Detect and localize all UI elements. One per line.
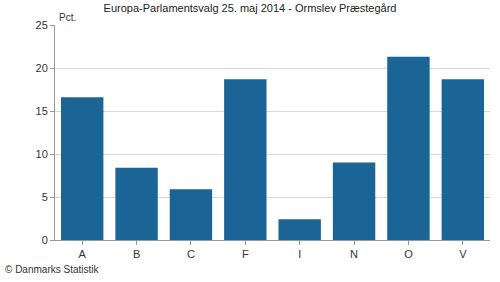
svg-text:5: 5	[42, 191, 48, 203]
svg-text:I: I	[298, 248, 301, 260]
svg-text:15: 15	[36, 105, 48, 117]
svg-text:20: 20	[36, 62, 48, 74]
svg-text:A: A	[79, 248, 87, 260]
svg-text:Europa-Parlamentsvalg 25. maj: Europa-Parlamentsvalg 25. maj 2014 - Orm…	[104, 2, 397, 14]
svg-text:B: B	[133, 248, 140, 260]
svg-text:10: 10	[36, 148, 48, 160]
svg-text:V: V	[459, 248, 467, 260]
svg-text:O: O	[404, 248, 413, 260]
svg-text:C: C	[187, 248, 195, 260]
svg-text:Pct.: Pct.	[59, 12, 76, 23]
svg-text:0: 0	[42, 234, 48, 246]
svg-text:25: 25	[36, 19, 48, 31]
svg-text:F: F	[242, 248, 249, 260]
svg-text:© Danmarks Statistik: © Danmarks Statistik	[5, 264, 100, 275]
svg-text:N: N	[350, 248, 358, 260]
